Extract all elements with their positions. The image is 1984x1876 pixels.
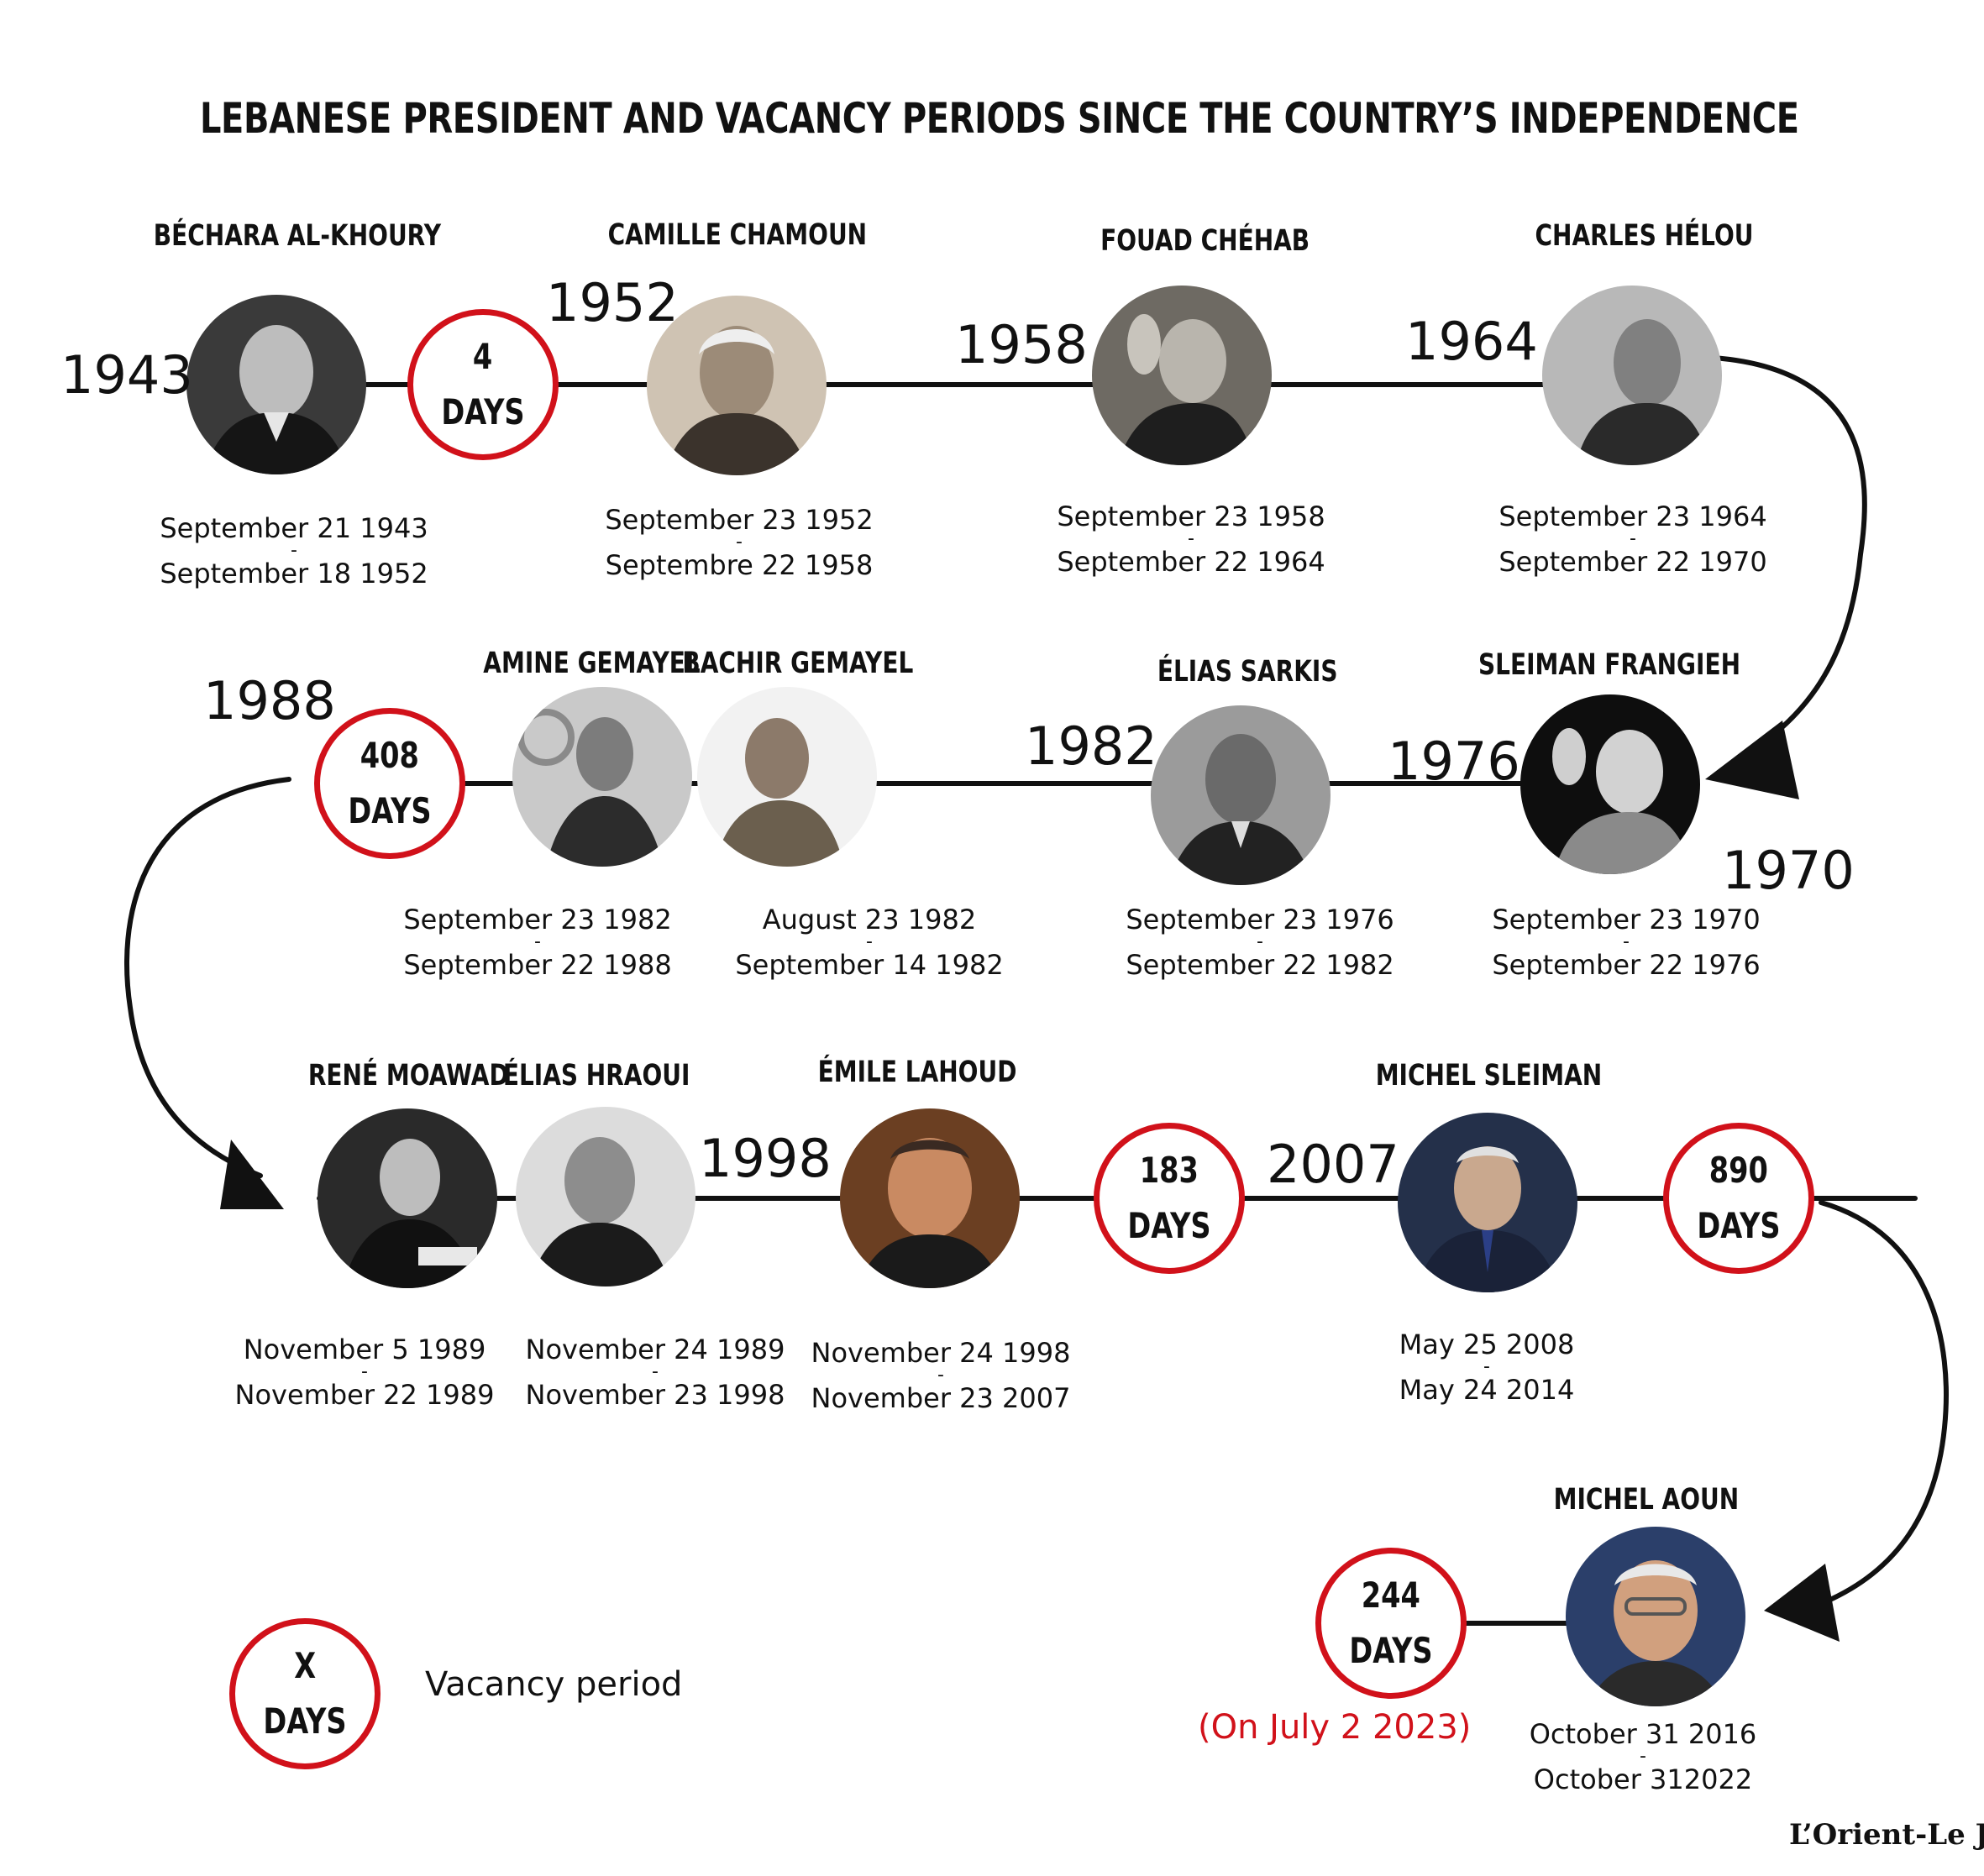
term-dates: November 5 1989- November 22 1989: [234, 1334, 495, 1411]
connector-curve-3: [1819, 1200, 1949, 1605]
portrait-amine-gemayel: [512, 687, 692, 867]
vacancy-badge: 4 DAYS: [407, 309, 559, 460]
president-name: BÉCHARA AL-KHOURY: [153, 219, 441, 253]
president-name: ÉLIAS SARKIS: [1157, 655, 1338, 689]
term-dates: September 23 1982- September 22 1988: [403, 904, 672, 981]
portrait-elias-hraoui: [516, 1107, 695, 1286]
portrait-sleiman-frangieh: [1520, 694, 1700, 874]
vacancy-badge: 408 DAYS: [314, 708, 465, 859]
portrait-michel-aoun: [1566, 1527, 1745, 1706]
portrait-bechara-al-khoury: [186, 295, 366, 474]
arrowhead-2: [220, 1140, 284, 1209]
connector-curve-1: [1711, 355, 1867, 741]
term-dates: May 25 2008- May 24 2014: [1399, 1328, 1575, 1406]
term-dates: October 31 2016- October 312022: [1529, 1718, 1757, 1795]
president-name: FOUAD CHÉHAB: [1100, 224, 1310, 258]
year-label: 1988: [203, 670, 336, 731]
portrait-michel-sleiman: [1398, 1113, 1577, 1292]
term-dates: September 23 1958- September 22 1964: [1057, 500, 1325, 578]
vacancy-note: (On July 2 2023): [1198, 1708, 1472, 1747]
year-label: 1982: [1025, 715, 1157, 777]
year-label: 1964: [1405, 311, 1538, 372]
year-label: 1943: [60, 344, 193, 406]
president-name: RENÉ MOAWAD: [307, 1059, 509, 1093]
portrait-camille-chamoun: [647, 296, 827, 475]
year-label: 2007: [1267, 1134, 1399, 1195]
portrait-rene-moawad: [318, 1108, 497, 1288]
term-dates: November 24 1989- November 23 1998: [525, 1334, 785, 1411]
president-name: BACHIR GEMAYEL: [682, 647, 914, 680]
vacancy-badge: 183 DAYS: [1094, 1123, 1245, 1274]
brand-logo: L’Orient-Le Jour: [1789, 1818, 1984, 1852]
term-dates: September 23 1970- September 22 1976: [1492, 904, 1761, 981]
arrowhead-3: [1764, 1564, 1840, 1642]
term-dates: September 23 1976- September 22 1982: [1126, 904, 1394, 981]
year-label: 1976: [1388, 731, 1520, 792]
president-name: ÉMILE LAHOUD: [817, 1056, 1017, 1089]
portrait-bachir-gemayel: [697, 687, 877, 867]
legend-label: Vacancy period: [425, 1665, 683, 1704]
term-dates: November 24 1998- November 23 2007: [811, 1337, 1071, 1414]
page-title: LEBANESE PRESIDENT AND VACANCY PERIODS S…: [199, 94, 1799, 143]
connector-curve-2: [124, 777, 291, 1178]
portrait-fouad-chehab: [1092, 286, 1272, 465]
legend-symbol: X DAYS: [229, 1618, 381, 1769]
portrait-emile-lahoud: [840, 1108, 1020, 1288]
term-dates: September 21 1943- September 18 1952: [160, 512, 428, 590]
year-label: 1970: [1722, 840, 1855, 901]
year-label: 1998: [699, 1128, 832, 1189]
term-dates: September 23 1964- September 22 1970: [1498, 500, 1767, 578]
arrowhead-1: [1705, 721, 1799, 799]
term-dates: September 23 1952- Septembre 22 1958: [605, 504, 874, 581]
year-label: 1952: [546, 272, 679, 333]
president-name: CAMILLE CHAMOUN: [607, 218, 868, 252]
year-label: 1958: [955, 314, 1088, 375]
president-name: MICHEL AOUN: [1553, 1483, 1740, 1517]
vacancy-badge: 244 DAYS: [1315, 1548, 1467, 1699]
president-name: SLEIMAN FRANGIEH: [1478, 648, 1741, 682]
portrait-charles-helou: [1542, 286, 1722, 465]
portrait-elias-sarkis: [1151, 705, 1331, 885]
vacancy-badge: 890 DAYS: [1663, 1123, 1814, 1274]
term-dates: August 23 1982- September 14 1982: [735, 904, 1004, 981]
president-name: CHARLES HÉLOU: [1535, 219, 1755, 253]
president-name: AMINE GEMAYEL: [483, 647, 701, 680]
president-name: ÉLIAS HRAOUI: [502, 1059, 690, 1093]
president-name: MICHEL SLEIMAN: [1375, 1059, 1602, 1093]
